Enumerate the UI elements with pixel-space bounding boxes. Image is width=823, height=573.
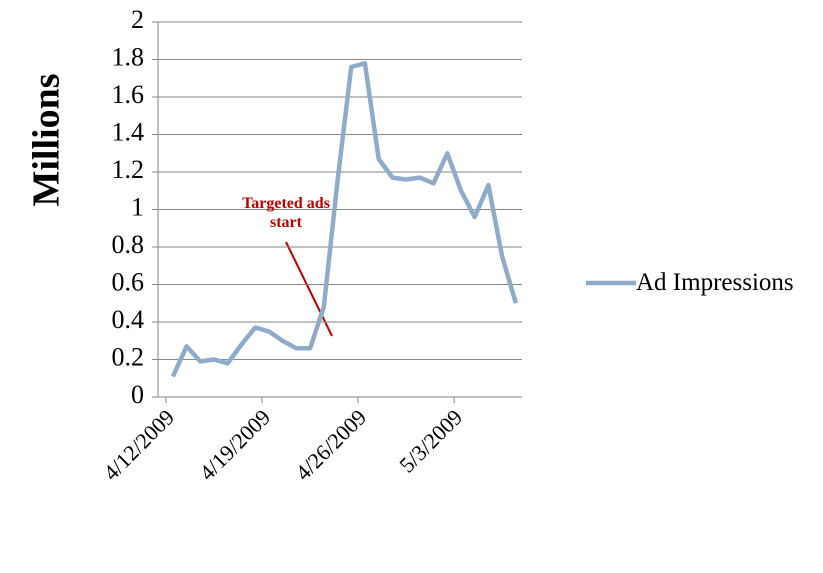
y-tick-label: 0 (131, 380, 144, 409)
y-tick-label: 2 (131, 5, 144, 34)
annotation: Targeted ads start (242, 195, 330, 231)
y-tick-label: 1.4 (112, 117, 145, 146)
x-tick-label: 4/12/2009 (98, 404, 179, 485)
series-line (170, 61, 519, 378)
y-tick-label: 1.8 (112, 42, 145, 71)
y-tick-label: 1.6 (112, 80, 145, 109)
y-tick-label: 1.2 (112, 155, 145, 184)
annotation-arrow (285, 241, 333, 337)
x-tick-label: 5/3/2009 (394, 404, 467, 477)
y-tick-label: 0.4 (112, 305, 145, 334)
y-tick-label: 0.6 (112, 267, 145, 296)
y-tick-label: 1 (131, 192, 144, 221)
y-tick-label: 0.8 (112, 230, 145, 259)
legend-label: Ad Impressions (636, 269, 794, 296)
x-tick-label: 4/26/2009 (290, 404, 371, 485)
x-tick-label: 4/19/2009 (194, 404, 275, 485)
y-axis-title: Millions (26, 73, 68, 206)
y-tick-label: 0.2 (112, 342, 145, 371)
